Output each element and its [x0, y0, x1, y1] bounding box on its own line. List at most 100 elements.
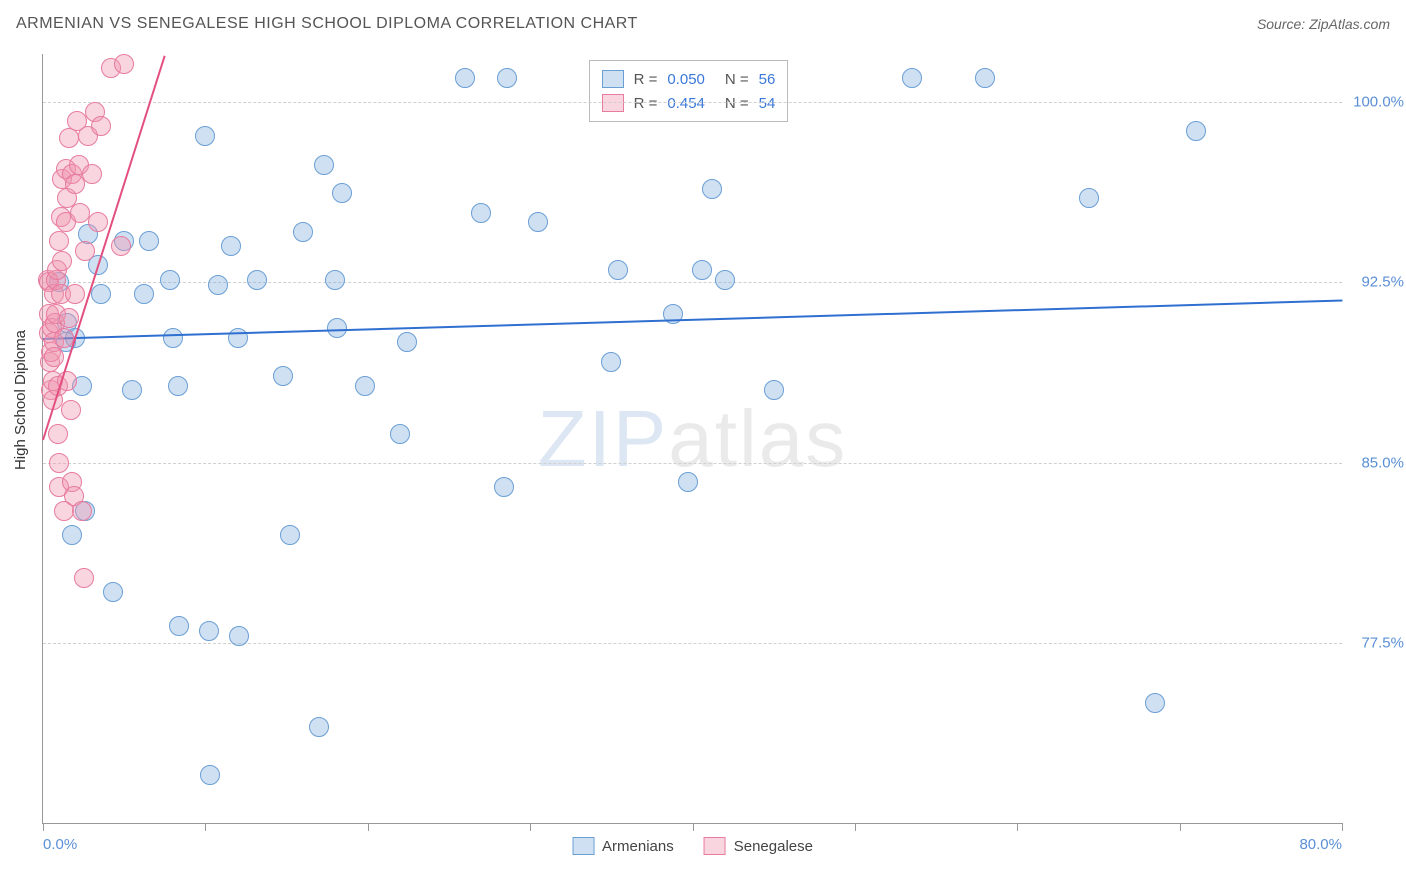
legend-n-label: N = [725, 71, 749, 88]
watermark: ZIPatlas [538, 393, 847, 485]
legend-swatch [572, 837, 594, 855]
legend-row: R = 0.050 N = 56 [602, 67, 776, 91]
data-point [975, 68, 995, 88]
gridline [43, 463, 1342, 464]
data-point [397, 332, 417, 352]
data-point [61, 400, 81, 420]
data-point [169, 616, 189, 636]
data-point [309, 717, 329, 737]
data-point [62, 525, 82, 545]
data-point [49, 453, 69, 473]
data-point [528, 212, 548, 232]
data-point [702, 179, 722, 199]
source-label: Source: ZipAtlas.com [1257, 16, 1390, 32]
data-point [497, 68, 517, 88]
data-point [139, 231, 159, 251]
data-point [355, 376, 375, 396]
y-tick-label: 77.5% [1349, 634, 1404, 651]
data-point [72, 501, 92, 521]
x-tick [43, 823, 44, 831]
data-point [200, 765, 220, 785]
x-tick [693, 823, 694, 831]
data-point [111, 236, 131, 256]
x-tick-label: 0.0% [43, 836, 77, 853]
data-point [228, 328, 248, 348]
data-point [91, 284, 111, 304]
x-tick [368, 823, 369, 831]
chart-title: ARMENIAN VS SENEGALESE HIGH SCHOOL DIPLO… [16, 15, 638, 33]
data-point [65, 284, 85, 304]
trend-line [43, 299, 1342, 339]
data-point [208, 275, 228, 295]
y-tick-label: 92.5% [1349, 274, 1404, 291]
x-tick [1342, 823, 1343, 831]
data-point [134, 284, 154, 304]
data-point [471, 203, 491, 223]
data-point [601, 352, 621, 372]
y-axis-label: High School Diploma [12, 330, 29, 470]
data-point [1145, 693, 1165, 713]
data-point [74, 568, 94, 588]
data-point [247, 270, 267, 290]
data-point [88, 212, 108, 232]
x-tick [1180, 823, 1181, 831]
x-tick [530, 823, 531, 831]
data-point [764, 380, 784, 400]
x-tick-label: 80.0% [1299, 836, 1342, 853]
data-point [494, 477, 514, 497]
legend-r-value: 0.050 [667, 71, 705, 88]
data-point [1079, 188, 1099, 208]
data-point [293, 222, 313, 242]
data-point [59, 308, 79, 328]
data-point [199, 621, 219, 641]
data-point [91, 116, 111, 136]
data-point [52, 251, 72, 271]
data-point [44, 347, 64, 367]
data-point [608, 260, 628, 280]
data-point [229, 626, 249, 646]
data-point [273, 366, 293, 386]
data-point [160, 270, 180, 290]
legend-n-value: 56 [759, 71, 776, 88]
y-tick-label: 85.0% [1349, 454, 1404, 471]
x-tick [205, 823, 206, 831]
data-point [48, 424, 68, 444]
y-tick-label: 100.0% [1349, 94, 1404, 111]
series-legend: Armenians Senegalese [572, 837, 813, 855]
data-point [75, 241, 95, 261]
data-point [221, 236, 241, 256]
chart-plot-area: ZIPatlas R = 0.050N = 56R = 0.454N = 54 … [42, 54, 1342, 824]
x-tick [1017, 823, 1018, 831]
series-name: Armenians [602, 838, 674, 855]
data-point [82, 164, 102, 184]
series-name: Senegalese [734, 838, 813, 855]
legend-swatch [602, 70, 624, 88]
data-point [168, 376, 188, 396]
correlation-legend: R = 0.050N = 56R = 0.454N = 54 [589, 60, 789, 122]
data-point [327, 318, 347, 338]
data-point [195, 126, 215, 146]
data-point [902, 68, 922, 88]
legend-swatch [704, 837, 726, 855]
series-legend-item: Armenians [572, 837, 674, 855]
data-point [280, 525, 300, 545]
data-point [692, 260, 712, 280]
data-point [114, 54, 134, 74]
x-tick [855, 823, 856, 831]
gridline [43, 102, 1342, 103]
data-point [1186, 121, 1206, 141]
legend-r-label: R = [634, 71, 658, 88]
gridline [43, 282, 1342, 283]
data-point [390, 424, 410, 444]
data-point [122, 380, 142, 400]
data-point [314, 155, 334, 175]
data-point [325, 270, 345, 290]
data-point [678, 472, 698, 492]
data-point [455, 68, 475, 88]
data-point [103, 582, 123, 602]
data-point [332, 183, 352, 203]
data-point [163, 328, 183, 348]
data-point [49, 231, 69, 251]
series-legend-item: Senegalese [704, 837, 813, 855]
data-point [715, 270, 735, 290]
